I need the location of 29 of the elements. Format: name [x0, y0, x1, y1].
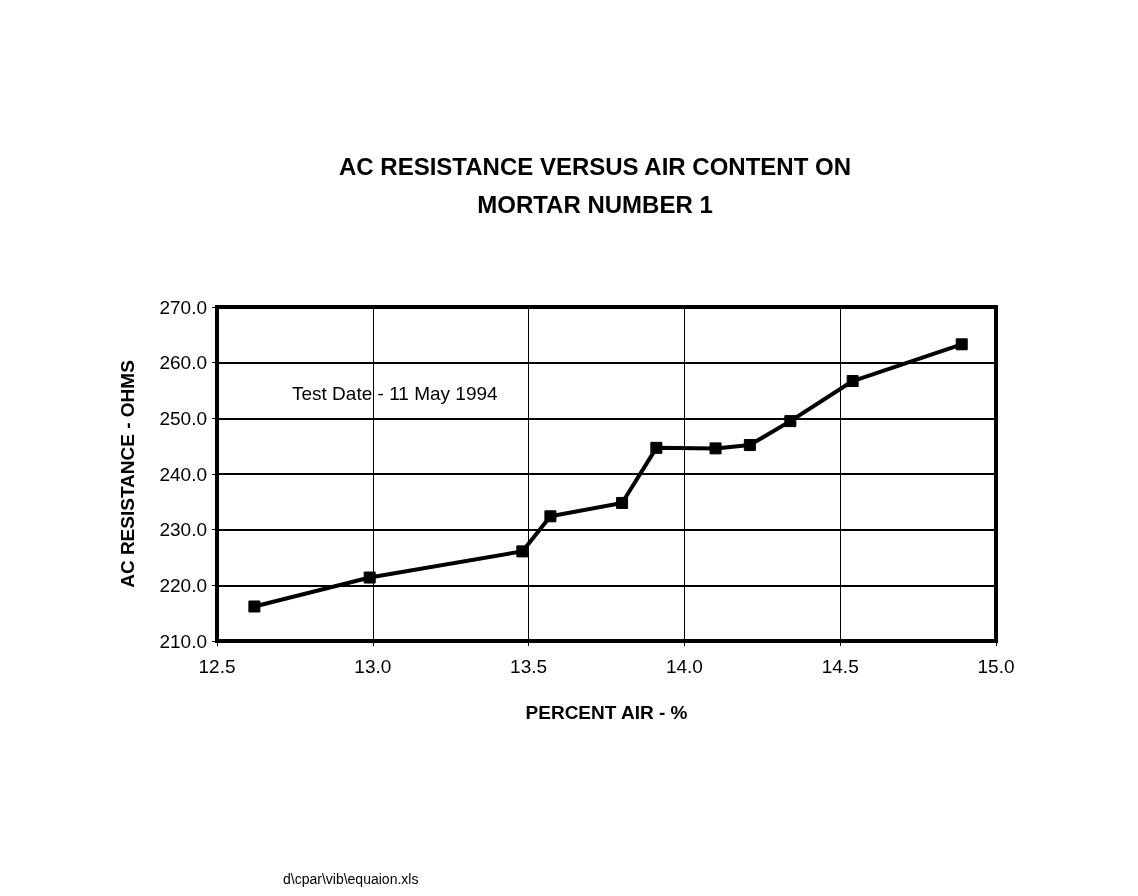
text: d\cpar\vib\equaion.xls: [283, 871, 419, 887]
y-axis-title: AC RESISTANCE - OHMS: [117, 360, 138, 588]
annotation: Test Date - 11 May 1994: [292, 383, 499, 404]
point: [743, 439, 756, 452]
y-tick-label: 270.0: [159, 296, 207, 318]
point: [616, 496, 629, 509]
point: [544, 510, 557, 523]
y-tick-label: 220.0: [159, 574, 207, 596]
x-tick-label: 13.0: [354, 656, 392, 677]
chart-title: AC RESISTANCE VERSUS AIR CONTENT ON MORTAR NUMBER 1: [338, 152, 852, 218]
point: [516, 545, 529, 558]
point: [248, 600, 261, 613]
y-tick-label: 260.0: [159, 352, 207, 374]
x-tick-label: 13.5: [510, 656, 548, 677]
y-tick-label: 230.0: [159, 519, 207, 541]
point: [784, 415, 797, 428]
point: [955, 338, 968, 351]
y-tick-label: 250.0: [159, 407, 207, 429]
x-tick-label: 14.5: [821, 656, 859, 677]
point: [650, 441, 663, 454]
x-axis-title: PERCENT AIR - %: [525, 702, 688, 723]
y-tick-label: 240.0: [159, 463, 207, 485]
x-tick-label: 14.0: [665, 656, 703, 677]
y-tick-label: 210.0: [159, 630, 207, 652]
x-tick-label: 15.0: [977, 656, 1015, 677]
point: [709, 442, 722, 455]
point: [846, 375, 859, 388]
x-tick-label: 12.5: [198, 656, 236, 677]
point: [363, 571, 376, 584]
